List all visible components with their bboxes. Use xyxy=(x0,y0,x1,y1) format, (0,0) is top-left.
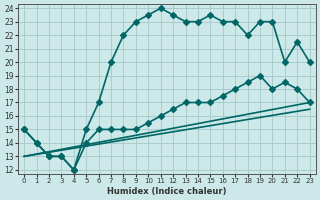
X-axis label: Humidex (Indice chaleur): Humidex (Indice chaleur) xyxy=(107,187,227,196)
